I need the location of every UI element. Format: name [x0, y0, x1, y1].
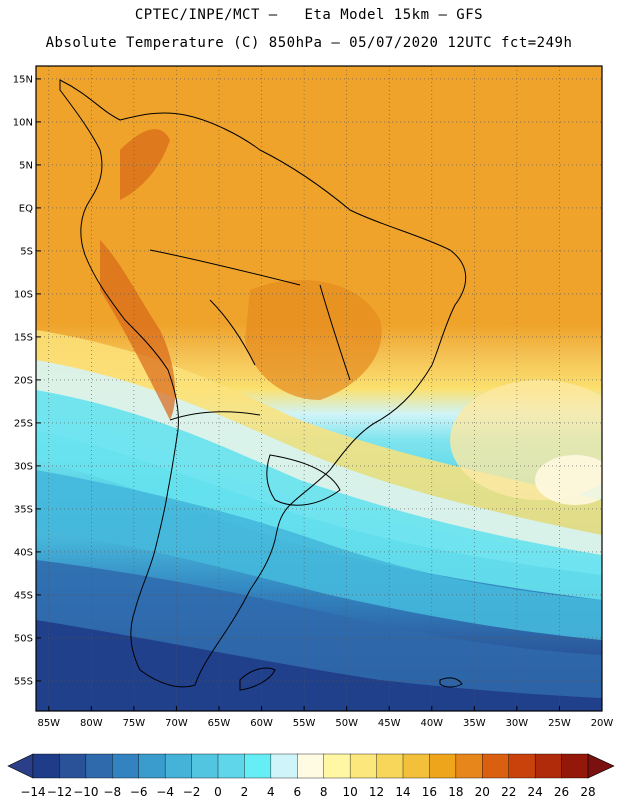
colorbar-swatch: [349, 753, 378, 779]
colorbar-swatch: [138, 753, 166, 779]
lat-tick-label: 5N: [19, 160, 33, 171]
colorbar-swatch: [455, 753, 483, 779]
colorbar-label: −12: [47, 785, 72, 799]
colorbar-label: 16: [422, 785, 437, 799]
colorbar-swatch: [508, 753, 536, 779]
colorbar-label: 26: [554, 785, 569, 799]
colorbar-swatch: [561, 753, 589, 779]
map-title-line-2: Absolute Temperature (C) 850hPa – 05/07/…: [45, 35, 573, 51]
lat-tick-label: 55S: [14, 676, 33, 687]
lat-tick-label: 30S: [14, 461, 33, 472]
lat-tick-label: 40S: [14, 547, 33, 558]
lon-tick-label: 85W: [37, 718, 60, 729]
lon-tick-label: 35W: [463, 718, 486, 729]
colorbar-swatch: [270, 753, 298, 779]
lat-tick-label: 35S: [14, 504, 33, 515]
colorbar-label: 4: [267, 785, 275, 799]
colorbar-swatch: [85, 753, 113, 779]
lat-tick-label: 15S: [14, 332, 33, 343]
colorbar-swatch: [376, 753, 404, 779]
lon-tick-label: 55W: [293, 718, 316, 729]
colorbar-label: −6: [130, 785, 148, 799]
colorbar-label: 10: [343, 785, 358, 799]
colorbar: −14 −12 −10 −8 −6 −4 −2 0 2 4 6 8 10 12 14 16 18 20 22 24 26…: [7, 753, 615, 799]
colorbar-swatch: [297, 753, 325, 779]
colorbar-label: −14: [20, 785, 45, 799]
colorbar-swatch: [482, 753, 510, 779]
lat-tick-label: 15N: [13, 74, 33, 85]
colorbar-swatch: [112, 753, 140, 779]
colorbar-label: 8: [320, 785, 328, 799]
colorbar-label: 20: [475, 785, 490, 799]
colorbar-swatch: [534, 753, 563, 779]
lon-tick-label: 65W: [208, 718, 231, 729]
colorbar-under-triangle: [7, 753, 34, 779]
lat-tick-label: 20S: [14, 375, 33, 386]
colorbar-swatch: [429, 753, 457, 779]
colorbar-swatch: [191, 753, 219, 779]
colorbar-label: 18: [448, 785, 463, 799]
lon-tick-label: 20W: [591, 718, 614, 729]
colorbar-label: 0: [214, 785, 222, 799]
lat-tick-label: 50S: [14, 633, 33, 644]
colorbar-swatch: [244, 753, 272, 779]
colorbar-over-triangle: [587, 753, 615, 779]
colorbar-label: −8: [103, 785, 121, 799]
lat-tick-label: 25S: [14, 418, 33, 429]
colorbar-label: 12: [369, 785, 384, 799]
map-frame: [35, 65, 603, 712]
lon-tick-label: 75W: [123, 718, 146, 729]
colorbar-swatch: [217, 753, 246, 779]
lon-tick-label: 30W: [506, 718, 529, 729]
colorbar-label: −2: [183, 785, 201, 799]
lat-tick-label: 5S: [20, 246, 33, 257]
colorbar-label: −10: [73, 785, 98, 799]
colorbar-label: 14: [395, 785, 410, 799]
map-title-line-1: CPTEC/INPE/MCT – Eta Model 15km – GFS: [134, 7, 484, 23]
colorbar-label: 28: [580, 785, 595, 799]
lat-tick-label: 10N: [13, 117, 33, 128]
colorbar-swatch: [164, 753, 193, 779]
colorbar-label: 2: [241, 785, 249, 799]
colorbar-swatch: [323, 753, 351, 779]
colorbar-label: 6: [293, 785, 301, 799]
colorbar-label: 24: [528, 785, 543, 799]
latitude-axis: 15N 10N 5N EQ 5S 10S 15S 20S 25S 30S 35S 40S 45S 50S 5…: [13, 74, 41, 687]
lat-tick-label: 10S: [14, 289, 33, 300]
lon-tick-label: 80W: [80, 718, 103, 729]
lon-tick-label: 25W: [548, 718, 571, 729]
colorbar-swatch: [402, 753, 431, 779]
colorbar-swatch: [59, 753, 87, 779]
lon-tick-label: 60W: [250, 718, 273, 729]
lon-tick-label: 50W: [335, 718, 358, 729]
lon-tick-label: 40W: [420, 718, 443, 729]
colorbar-label: −4: [156, 785, 174, 799]
lon-tick-label: 70W: [165, 718, 188, 729]
coastlines: [59, 79, 467, 691]
longitude-axis: 85W 80W 75W 70W 65W 60W 55W 50W 45W 40W 35W 30W 25W 2…: [37, 706, 613, 729]
lat-tick-label: EQ: [19, 203, 33, 214]
temperature-field: [36, 66, 602, 711]
lon-tick-label: 45W: [378, 718, 401, 729]
colorbar-label: 22: [501, 785, 516, 799]
lat-tick-label: 45S: [14, 590, 33, 601]
colorbar-swatch: [32, 753, 61, 779]
